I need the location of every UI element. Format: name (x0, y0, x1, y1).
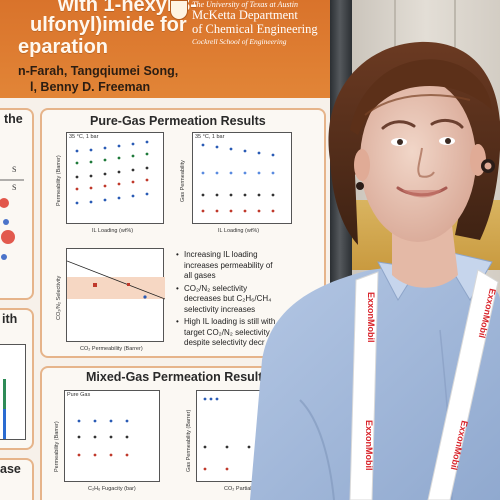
left-section-bottom-title: ase (0, 462, 21, 476)
pure-gas-title: Pure-Gas Permeation Results (90, 114, 266, 128)
mixed-gas-title: Mixed-Gas Permeation Results (86, 370, 270, 384)
plot2-note: 35 °C, 1 bar (195, 134, 225, 140)
plot4-xlabel: C₂H₆ Fugacity (bar) (88, 486, 136, 492)
plot1-note: 35 °C, 1 bar (69, 134, 99, 140)
poster-title-line-3: eparation (18, 36, 109, 58)
poster-title-line-2: ulfonyl)imide for (30, 14, 187, 36)
left-section-middle-title: ith (2, 312, 18, 326)
poster-authors-line-1: n-Farah, Tangqiumei Song, (18, 64, 179, 78)
plot4-legend: Pure Gas (67, 392, 91, 398)
lanyard-brand-text: ExxonMobil (366, 292, 376, 343)
bullet-1: Increasing IL loading increases permeabi… (176, 250, 276, 282)
pure-gas-section: Pure-Gas Permeation Results 35 °C, 1 bar (40, 108, 326, 358)
selectivity-tradeoff-plot (66, 248, 165, 342)
poster-authors-line-2: l, Benny D. Freeman (30, 80, 151, 94)
svg-text:S: S (12, 165, 16, 174)
left-section-graphics: S S (0, 165, 24, 260)
left-section-top: the S S (0, 108, 34, 300)
poster-header: with 1-hexyl-3- ulfonyl)imide for eparat… (0, 0, 330, 98)
permeability-vs-loading-plot: 35 °C, 1 bar (66, 132, 164, 224)
plot4-points (77, 419, 129, 457)
plot3-graphics (67, 260, 165, 300)
ear-gauge-left (356, 182, 364, 190)
left-section-top-title: the (4, 112, 23, 126)
research-poster: with 1-hexyl-3- ulfonyl)imide for eparat… (0, 0, 330, 500)
department-name-line-2: of Chemical Engineering (192, 22, 318, 36)
svg-text:S: S (12, 183, 16, 192)
findings-bullets: Increasing IL loading increases permeabi… (176, 250, 276, 351)
plot5-points (203, 397, 251, 471)
lanyard-right-strap (427, 269, 499, 500)
plot2-points (201, 143, 275, 213)
poster-title-line-1: with 1-hexyl-3- (58, 0, 197, 16)
plot5-xlabel: CO₂ Partial Press (224, 486, 268, 492)
university-seal-icon (170, 0, 188, 20)
plot1-xlabel: IL Loading (wt%) (92, 228, 134, 234)
left-plot (0, 344, 26, 440)
mixed-gas-plot-1: Pure Gas (64, 390, 160, 482)
university-name: The University of Texas at Austin (192, 0, 298, 9)
bullet-3: High IL loading is still with target CO₂… (176, 317, 276, 349)
gas-permeability-plot: 35 °C, 1 bar (192, 132, 292, 224)
lanyard-left-strap (349, 271, 379, 500)
plot1-points (75, 140, 149, 205)
department-name-line-1: McKetta Department (192, 8, 298, 22)
plot3-xlabel: CO₂ Permeability (Barrer) (80, 346, 143, 352)
left-section-bottom: ase (0, 458, 34, 500)
school-name: Cockrell School of Engineering (192, 37, 287, 46)
plot2-xlabel: IL Loading (wt%) (218, 228, 260, 234)
left-section-middle: ith (0, 308, 34, 450)
bullet-2: CO₂/N₂ selectivity decreases but C₂H₆/CH… (176, 284, 276, 316)
lanyard-brand-text: ExxonMobil (364, 420, 374, 471)
